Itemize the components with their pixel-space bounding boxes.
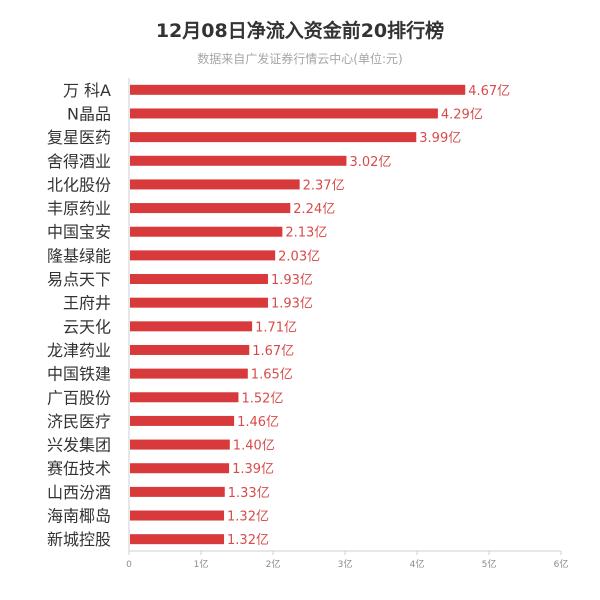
category-label: N晶品 bbox=[67, 104, 111, 123]
bar bbox=[130, 108, 438, 119]
value-label: 2.03亿 bbox=[278, 249, 320, 264]
bar bbox=[130, 463, 230, 474]
value-label: 1.93亿 bbox=[271, 297, 313, 312]
value-label: 3.99亿 bbox=[419, 131, 461, 146]
bar bbox=[130, 155, 347, 166]
value-label: 1.52亿 bbox=[241, 391, 283, 406]
value-label: 2.13亿 bbox=[285, 226, 327, 241]
category-label: 隆基绿能 bbox=[47, 246, 111, 265]
bar bbox=[130, 510, 225, 521]
bar bbox=[130, 274, 268, 285]
bar bbox=[130, 368, 248, 379]
bar bbox=[130, 179, 300, 190]
bar bbox=[130, 132, 417, 143]
category-label: 云天化 bbox=[63, 317, 111, 336]
category-label: 万 科A bbox=[63, 81, 111, 100]
category-label: 中国铁建 bbox=[47, 365, 111, 384]
value-label: 2.24亿 bbox=[293, 202, 335, 217]
x-tick-label: 3亿 bbox=[338, 558, 353, 570]
chart-title: 12月08日净流入资金前20排行榜 bbox=[155, 20, 445, 42]
bar bbox=[130, 226, 283, 237]
category-label: 龙津药业 bbox=[47, 341, 111, 360]
category-label: 丰原药业 bbox=[47, 199, 111, 218]
value-label: 3.02亿 bbox=[349, 155, 391, 170]
bar bbox=[130, 392, 239, 403]
bar bbox=[130, 439, 230, 450]
value-label: 1.67亿 bbox=[252, 344, 294, 359]
category-label: 北化股份 bbox=[47, 175, 111, 194]
x-tick-label: 1亿 bbox=[194, 558, 209, 570]
category-label: 山西汾酒 bbox=[47, 483, 111, 502]
x-tick-label: 6亿 bbox=[554, 558, 569, 570]
bar bbox=[130, 486, 225, 497]
category-label: 王府井 bbox=[63, 294, 111, 313]
category-label: 兴发集团 bbox=[47, 436, 111, 455]
bar bbox=[130, 250, 276, 261]
bar bbox=[130, 415, 235, 426]
bar bbox=[130, 344, 250, 355]
value-label: 1.71亿 bbox=[255, 320, 297, 335]
category-label: 广百股份 bbox=[47, 388, 111, 407]
category-label: 舍得酒业 bbox=[47, 152, 111, 171]
x-tick-label: 5亿 bbox=[482, 558, 497, 570]
bar bbox=[130, 84, 466, 95]
category-label: 中国宝安 bbox=[47, 223, 111, 242]
value-label: 4.29亿 bbox=[441, 107, 483, 122]
x-tick-label: 2亿 bbox=[266, 558, 281, 570]
bar bbox=[130, 203, 291, 214]
category-label: 易点天下 bbox=[47, 270, 111, 289]
x-tick-label: 4亿 bbox=[410, 558, 425, 570]
chart-subtitle: 数据来自广发证券行情云中心(单位:元) bbox=[197, 52, 403, 66]
value-label: 1.33亿 bbox=[228, 486, 270, 501]
value-label: 1.40亿 bbox=[233, 439, 275, 454]
value-label: 1.39亿 bbox=[232, 462, 274, 477]
category-label: 济民医疗 bbox=[47, 412, 111, 431]
category-label: 复星医药 bbox=[47, 128, 111, 147]
bar bbox=[130, 297, 268, 308]
bar bbox=[130, 321, 253, 332]
value-label: 1.32亿 bbox=[227, 510, 269, 525]
value-label: 4.67亿 bbox=[468, 84, 510, 99]
category-label: 新城控股 bbox=[47, 530, 111, 549]
category-label: 赛伍技术 bbox=[47, 459, 111, 478]
value-label: 1.93亿 bbox=[271, 273, 313, 288]
value-label: 2.37亿 bbox=[303, 178, 345, 193]
category-label: 海南椰岛 bbox=[47, 507, 111, 526]
value-label: 1.32亿 bbox=[227, 533, 269, 548]
value-label: 1.46亿 bbox=[237, 415, 279, 430]
value-label: 1.65亿 bbox=[251, 368, 293, 383]
x-tick-label: 0 bbox=[126, 560, 132, 570]
bar bbox=[130, 534, 225, 545]
